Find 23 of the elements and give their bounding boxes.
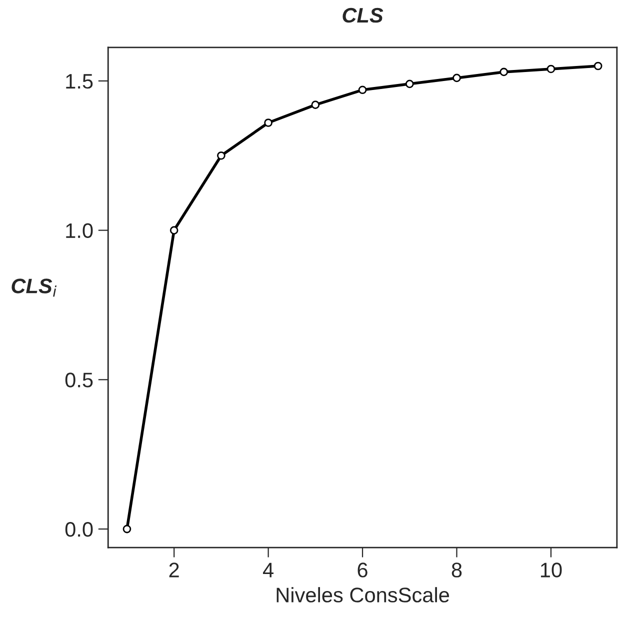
- y-axis-title: CLS$_{i}$: [12, 278, 57, 297]
- point: [217, 151, 226, 160]
- point: [264, 118, 272, 127]
- point: [500, 68, 508, 76]
- x-tick-label: 6: [358, 562, 368, 578]
- point: [358, 86, 367, 94]
- x-tick-label: 10: [540, 562, 562, 578]
- point: [122, 524, 132, 534]
- y-tick-label: 0.5: [65, 372, 93, 388]
- point: [405, 80, 414, 88]
- x-tick-label: 4: [262, 562, 274, 578]
- y-tick-label: 1.0: [66, 223, 93, 238]
- point: [170, 226, 178, 234]
- x-axis-title: Niveles ConsScale: [276, 587, 450, 602]
- y-tick-label: 0.0: [65, 522, 93, 537]
- x-tick-label: 8: [452, 562, 462, 578]
- y-tick-label: 1.5: [66, 74, 93, 89]
- point: [594, 62, 602, 70]
- chart-title: CLS: [342, 8, 384, 23]
- x-tick-label: 2: [169, 562, 179, 578]
- point: [546, 64, 556, 74]
- point: [311, 100, 320, 109]
- point: [452, 74, 461, 82]
